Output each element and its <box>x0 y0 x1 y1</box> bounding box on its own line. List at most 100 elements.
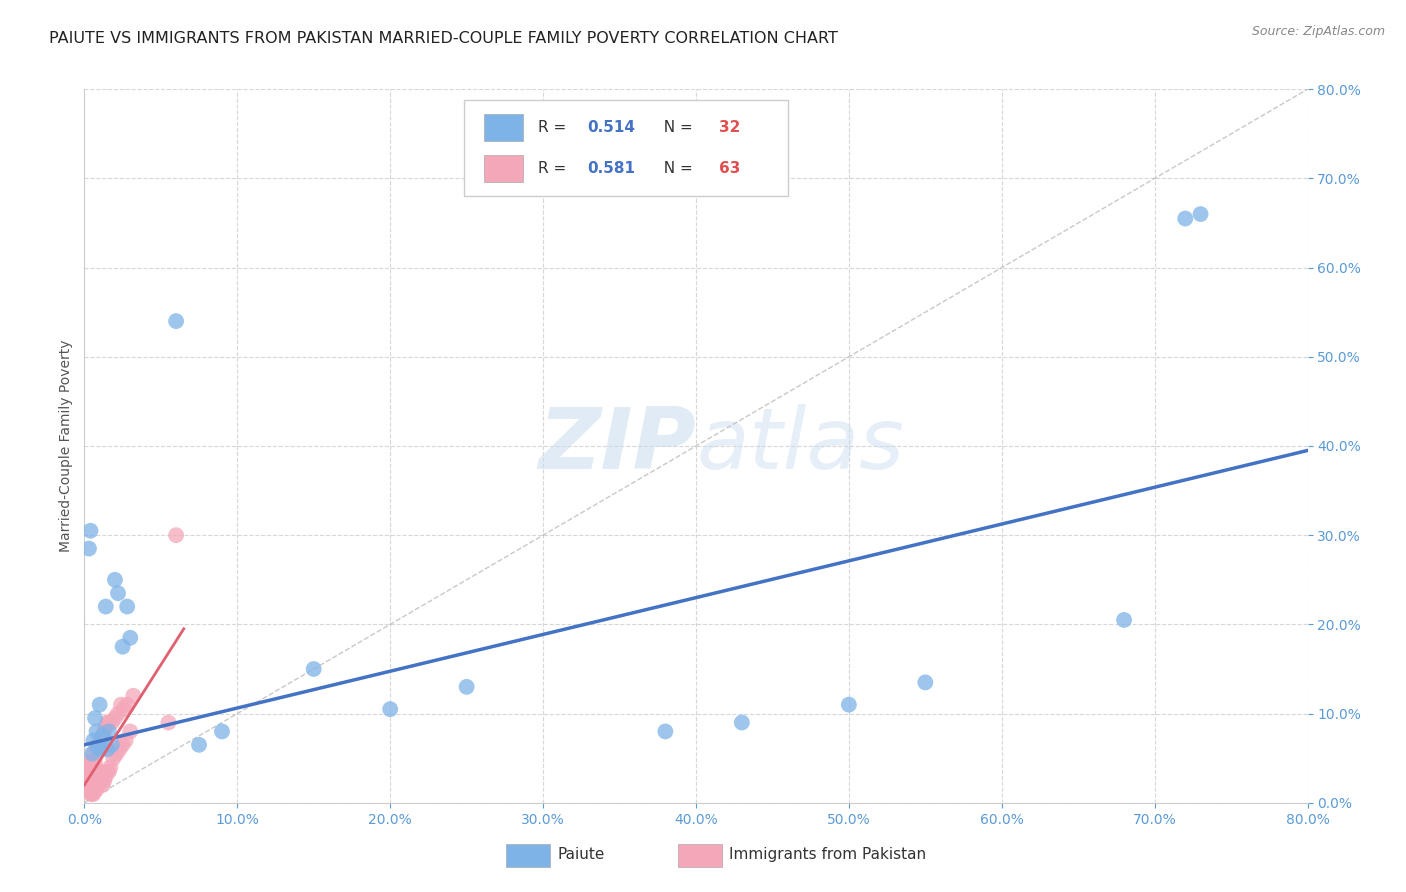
Point <box>731 715 754 730</box>
Text: 32: 32 <box>720 120 741 136</box>
Point <box>75 782 97 797</box>
Point <box>76 760 98 774</box>
Point <box>90 742 112 756</box>
Point <box>111 640 134 654</box>
Point <box>86 773 108 788</box>
Point <box>103 751 125 765</box>
Bar <box>506 844 550 867</box>
Point <box>75 773 97 788</box>
Point <box>114 733 136 747</box>
Point <box>104 573 127 587</box>
Point <box>94 599 117 614</box>
Point <box>83 769 105 783</box>
Text: atlas: atlas <box>696 404 904 488</box>
Point <box>77 782 100 797</box>
Point <box>1189 207 1212 221</box>
Point <box>108 742 131 756</box>
Point <box>84 773 107 788</box>
Point <box>120 724 142 739</box>
Point <box>76 769 98 783</box>
Point <box>87 778 110 792</box>
Point <box>104 711 127 725</box>
Text: N =: N = <box>654 120 697 136</box>
Text: ZIP: ZIP <box>538 404 696 488</box>
Point <box>80 787 103 801</box>
Point <box>96 764 118 779</box>
Point <box>456 680 478 694</box>
Point <box>79 769 101 783</box>
Point <box>302 662 325 676</box>
Point <box>122 689 145 703</box>
Point <box>111 738 134 752</box>
Point <box>87 738 110 752</box>
Point <box>76 778 98 792</box>
Point <box>79 524 101 538</box>
Text: PAIUTE VS IMMIGRANTS FROM PAKISTAN MARRIED-COUPLE FAMILY POVERTY CORRELATION CHA: PAIUTE VS IMMIGRANTS FROM PAKISTAN MARRI… <box>49 31 838 46</box>
Point <box>91 778 114 792</box>
Point <box>80 780 103 794</box>
Point <box>76 782 98 797</box>
Text: 63: 63 <box>720 161 741 176</box>
Point <box>79 778 101 792</box>
Point <box>115 698 138 712</box>
Point <box>654 724 676 739</box>
Text: Paiute: Paiute <box>558 847 605 862</box>
Point <box>80 764 103 779</box>
Point <box>1114 613 1136 627</box>
Text: 0.581: 0.581 <box>588 161 636 176</box>
Y-axis label: Married-Couple Family Poverty: Married-Couple Family Poverty <box>59 340 73 552</box>
Text: R =: R = <box>538 120 571 136</box>
Text: Source: ZipAtlas.com: Source: ZipAtlas.com <box>1251 25 1385 38</box>
Point <box>83 787 105 801</box>
Point <box>101 715 124 730</box>
Point <box>96 742 118 756</box>
Bar <box>484 155 523 182</box>
Point <box>165 528 187 542</box>
Point <box>115 599 138 614</box>
Point <box>89 773 111 788</box>
Point <box>89 698 111 712</box>
Point <box>80 756 103 770</box>
Point <box>838 698 860 712</box>
Point <box>80 747 103 761</box>
Point <box>79 787 101 801</box>
Point <box>83 733 105 747</box>
Point <box>97 764 120 779</box>
Point <box>101 738 124 752</box>
Point <box>84 764 107 779</box>
Point <box>87 740 110 755</box>
Point <box>90 773 112 788</box>
Point <box>77 773 100 788</box>
Bar <box>678 844 721 867</box>
Point <box>97 724 120 739</box>
Point <box>84 782 107 797</box>
Point <box>87 769 110 783</box>
Point <box>86 742 108 756</box>
Point <box>97 715 120 730</box>
Point <box>98 760 121 774</box>
Point <box>914 675 936 690</box>
Point <box>89 764 111 779</box>
Point <box>380 702 402 716</box>
Point <box>211 724 233 739</box>
Text: Immigrants from Pakistan: Immigrants from Pakistan <box>728 847 927 862</box>
Point <box>1174 211 1197 226</box>
Point <box>188 738 211 752</box>
Point <box>94 769 117 783</box>
Text: R =: R = <box>538 161 571 176</box>
Point <box>120 631 142 645</box>
Point <box>77 541 100 556</box>
Bar <box>484 114 523 141</box>
Point <box>110 698 132 712</box>
Point <box>84 756 107 770</box>
Point <box>94 720 117 734</box>
Point <box>157 715 180 730</box>
Point <box>86 782 108 797</box>
Point <box>83 778 105 792</box>
Point <box>90 764 112 779</box>
Text: 0.514: 0.514 <box>588 120 636 136</box>
Point <box>83 747 105 761</box>
Point <box>84 711 107 725</box>
Point <box>112 702 135 716</box>
Point <box>93 724 115 739</box>
